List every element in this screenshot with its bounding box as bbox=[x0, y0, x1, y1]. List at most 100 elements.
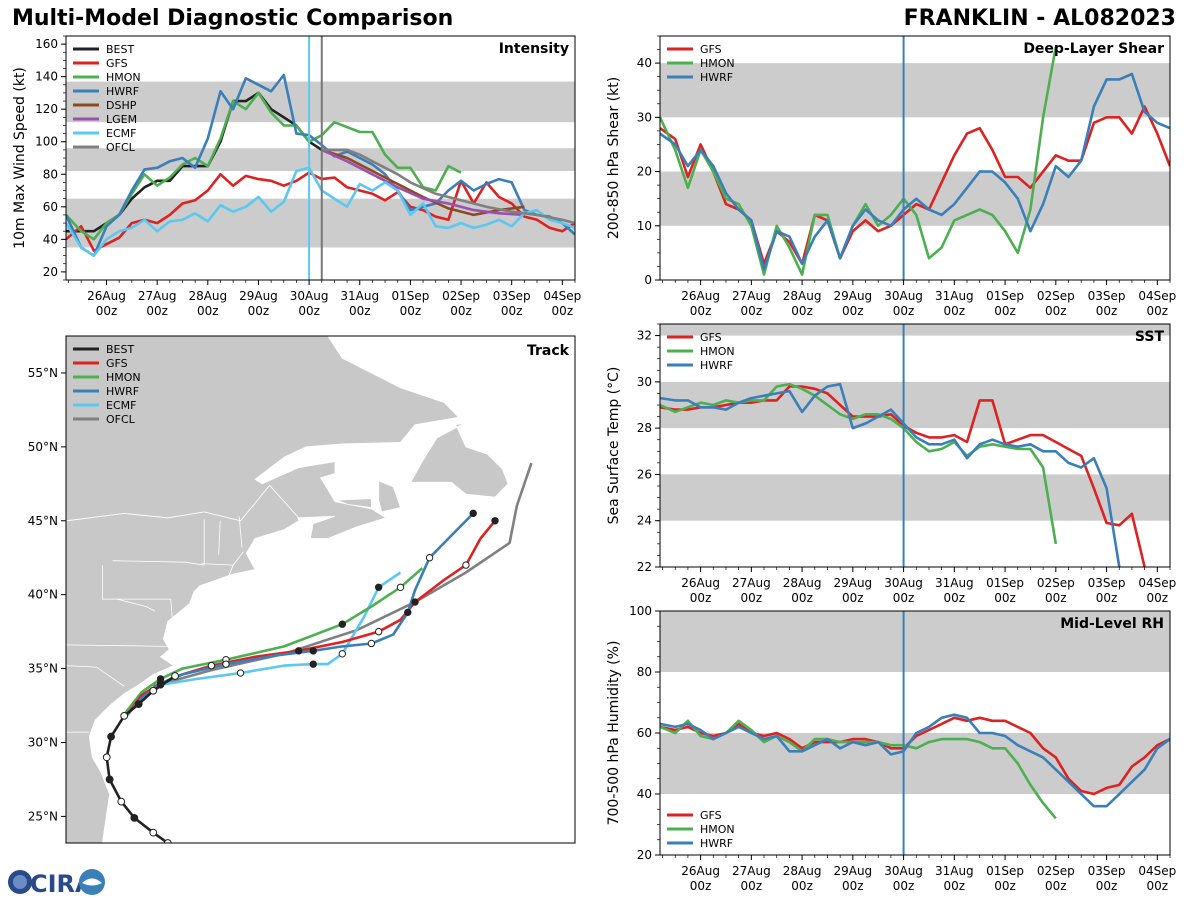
rh-legend-label-hwrf: HWRF bbox=[700, 837, 733, 850]
intensity-ytick-label: 100 bbox=[35, 135, 58, 149]
rh-xtick-label-date: 28Aug bbox=[783, 864, 822, 878]
state-border-4 bbox=[66, 665, 125, 687]
land-mass-2 bbox=[410, 422, 509, 498]
intensity-xtick-label-hour: 00z bbox=[450, 304, 472, 318]
track-line-hmon bbox=[123, 567, 424, 716]
shear-ytick-label: 20 bbox=[637, 165, 652, 179]
intensity-ylabel: 10m Max Wind Speed (kt) bbox=[12, 67, 28, 249]
rh-xtick-label-date: 26Aug bbox=[681, 864, 720, 878]
rh-ytick-label: 20 bbox=[637, 848, 652, 862]
sst-xtick-label-hour: 00z bbox=[1096, 591, 1118, 605]
rh-xtick-label-hour: 00z bbox=[1045, 879, 1067, 893]
shear-xtick-label-date: 04Sep bbox=[1138, 289, 1176, 303]
track-legend-label-ofcl: OFCL bbox=[106, 413, 136, 426]
intensity-xtick-label-hour: 00z bbox=[298, 304, 320, 318]
shear-xtick-label-date: 29Aug bbox=[833, 289, 872, 303]
track-marker-best bbox=[149, 828, 158, 837]
shear-xtick-label-hour: 00z bbox=[1045, 304, 1067, 318]
intensity-xtick-label-date: 31Aug bbox=[340, 289, 379, 303]
state-border-10 bbox=[238, 516, 243, 548]
track-legend-label-gfs: GFS bbox=[106, 357, 128, 370]
intensity-legend-label-dshp: DSHP bbox=[106, 99, 137, 112]
sst-xtick-label-hour: 00z bbox=[741, 591, 763, 605]
intensity-line-lgem bbox=[321, 148, 525, 217]
intensity-legend-label-hwrf: HWRF bbox=[106, 85, 139, 98]
intensity-ytick-label: 140 bbox=[35, 70, 58, 84]
intensity-xtick-label-date: 26Aug bbox=[87, 289, 126, 303]
shear-xtick-label-hour: 00z bbox=[690, 304, 712, 318]
chart-title: Multi-Model Diagnostic Comparison bbox=[12, 6, 454, 31]
rh-line-hwrf bbox=[660, 713, 1170, 808]
track-marker-best bbox=[149, 686, 158, 695]
track-legend-label-hmon: HMON bbox=[106, 371, 141, 384]
intensity-line-hmon bbox=[66, 91, 462, 241]
intensity-legend-label-lgem: LGEM bbox=[106, 113, 137, 126]
sst-band-0 bbox=[660, 474, 1170, 521]
shear-line-hmon bbox=[660, 46, 1058, 276]
shear-series-group bbox=[660, 46, 1170, 276]
track-marker-hmon bbox=[338, 620, 347, 628]
shear-xtick-label-hour: 00z bbox=[944, 304, 966, 318]
rh-ytick-label: 80 bbox=[637, 665, 652, 679]
track-marker-hwrf bbox=[469, 509, 477, 518]
track-marker-gfs bbox=[294, 647, 303, 655]
shear-legend-label-gfs: GFS bbox=[700, 43, 722, 56]
sst-xtick-label-date: 30Aug bbox=[884, 576, 923, 590]
sst-ytick-label: 32 bbox=[637, 329, 652, 343]
shear-xtick-label-date: 27Aug bbox=[732, 289, 771, 303]
track-marker-ecmf bbox=[156, 681, 165, 689]
track-panel-title: Track bbox=[527, 343, 570, 359]
sst-xtick-label-date: 01Sep bbox=[986, 576, 1024, 590]
track-marker-ecmf bbox=[374, 583, 383, 591]
track-marker-best bbox=[171, 672, 179, 680]
intensity-xtick-label-hour: 00z bbox=[248, 304, 270, 318]
rh-series-group bbox=[660, 713, 1170, 820]
track-marker-gfs bbox=[411, 598, 419, 606]
rh-xtick-label-hour: 00z bbox=[842, 879, 864, 893]
sst-xtick-label-hour: 00z bbox=[690, 591, 712, 605]
sst-xtick-label-date: 26Aug bbox=[681, 576, 720, 590]
track-lat-label: 55°N bbox=[28, 366, 58, 380]
rh-legend-label-gfs: GFS bbox=[700, 809, 722, 822]
rh-ytick-label: 40 bbox=[637, 787, 652, 801]
intensity-ytick-label: 60 bbox=[43, 200, 58, 214]
track-legend-label-ecmf: ECMF bbox=[106, 399, 136, 412]
shear-ytick-label: 40 bbox=[637, 56, 652, 70]
rh-xtick-label-date: 01Sep bbox=[986, 864, 1024, 878]
sst-xtick-label-date: 02Sep bbox=[1037, 576, 1075, 590]
intensity-line-ofcl bbox=[321, 148, 575, 225]
rh-xtick-label-hour: 00z bbox=[690, 879, 712, 893]
track-marker-hwrf bbox=[404, 608, 412, 617]
rh-xtick-label-date: 04Sep bbox=[1138, 864, 1176, 878]
sst-ytick-label: 30 bbox=[637, 375, 652, 389]
intensity-xtick-label-date: 30Aug bbox=[290, 289, 329, 303]
sst-xtick-label-hour: 00z bbox=[994, 591, 1016, 605]
track-marker-best bbox=[105, 775, 114, 784]
storm-name: FRANKLIN - AL082023 bbox=[903, 6, 1176, 31]
land-mass-4 bbox=[336, 498, 372, 508]
intensity-legend-label-ecmf: ECMF bbox=[106, 127, 136, 140]
track-marker-hmon bbox=[396, 583, 405, 591]
intensity-xtick-label-date: 04Sep bbox=[543, 289, 581, 303]
track-marker-hwrf bbox=[222, 660, 230, 668]
shear-xtick-label-hour: 00z bbox=[1147, 304, 1169, 318]
sst-xtick-label-hour: 00z bbox=[1045, 591, 1067, 605]
track-marker-hwrf bbox=[367, 639, 376, 648]
shear-xtick-label-hour: 00z bbox=[741, 304, 763, 318]
land-mass-3 bbox=[378, 480, 402, 513]
rh-xtick-label-hour: 00z bbox=[741, 879, 763, 893]
track-marker-best bbox=[120, 711, 129, 720]
state-border-7 bbox=[228, 564, 234, 576]
track-marker-best bbox=[134, 700, 143, 708]
track-lat-label: 35°N bbox=[28, 662, 58, 676]
sst-xtick-label-hour: 00z bbox=[893, 591, 915, 605]
state-border-9 bbox=[218, 520, 221, 555]
sst-line-hwrf bbox=[660, 382, 1121, 567]
rh-ylabel: 700-500 hPa Humidity (%) bbox=[606, 641, 622, 826]
rh-panel-title: Mid-Level RH bbox=[1060, 616, 1164, 632]
land-mass-1 bbox=[66, 336, 460, 539]
